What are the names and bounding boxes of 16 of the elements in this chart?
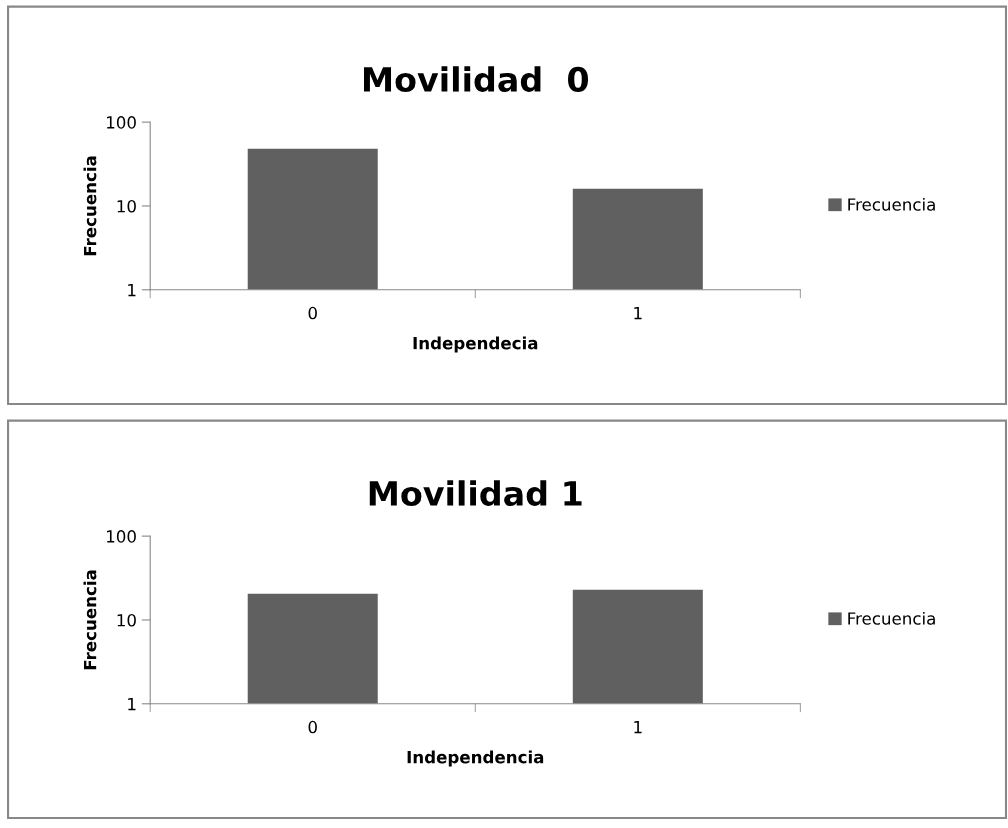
x-axis-title: Independencia [407, 750, 544, 767]
y-tick-label: 1 [128, 283, 136, 297]
y-tick-label: 100 [107, 530, 136, 543]
y-tick-label: 100 [107, 116, 136, 129]
x-tick-label: 0 [308, 306, 317, 320]
y-axis-title: Frecuencia [83, 156, 97, 256]
y-tick-label: 10 [117, 613, 136, 627]
chart-title: Movilidad 0 [363, 66, 589, 93]
x-axis-title: Independecia [413, 336, 538, 353]
y-tick-label: 1 [128, 697, 136, 711]
chart-title: Movilidad 1 [369, 480, 582, 507]
legend-label: Frecuencia [848, 611, 935, 625]
legend-label: Frecuencia [848, 197, 935, 211]
y-tick-label: 10 [117, 199, 136, 213]
x-tick-label: 0 [308, 720, 317, 734]
y-axis-title: Frecuencia [83, 570, 97, 670]
